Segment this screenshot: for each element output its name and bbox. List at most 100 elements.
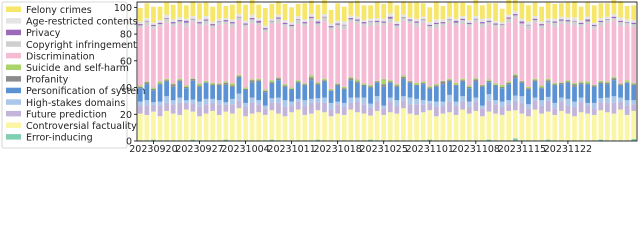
bar-segment [460, 2, 466, 17]
bar-segment [558, 101, 564, 111]
bar-segment [598, 80, 604, 83]
bar-segment [532, 109, 538, 141]
bar-segment [170, 86, 176, 101]
bar-segment [361, 83, 367, 85]
bar-segment [276, 22, 281, 78]
bar-segment [210, 6, 216, 22]
bar-segment [427, 22, 433, 25]
bar-segment [486, 18, 492, 21]
bar-segment [302, 83, 308, 85]
bar-segment [427, 88, 433, 101]
bar-segment [433, 106, 439, 117]
bar-segment [591, 102, 597, 109]
bar-segment [565, 113, 571, 141]
bar-segment [262, 90, 268, 93]
bar-segment [236, 77, 242, 94]
bar-segment [631, 104, 637, 111]
bar-segment [289, 89, 294, 102]
bar-segment [368, 107, 373, 116]
bar-segment [387, 112, 393, 141]
bar-segment [183, 85, 189, 87]
bar-segment [308, 14, 314, 17]
bar-segment [223, 6, 229, 19]
bar-segment [420, 81, 426, 83]
bar-segment [183, 88, 189, 101]
bar-segment [335, 20, 341, 24]
bar-segment [269, 80, 275, 83]
bar-segment [177, 114, 183, 141]
bar-segment [177, 1, 183, 18]
x-tick-label: 20231025 [360, 144, 408, 152]
bar-segment [282, 84, 288, 86]
bar-segment [355, 112, 360, 141]
bar-segment [190, 1, 196, 17]
bar-segment [631, 82, 637, 85]
bar-segment [565, 2, 571, 18]
bar-segment [618, 83, 623, 85]
bar-segment [598, 82, 604, 84]
bar-segment [230, 85, 235, 87]
bar-segment [605, 102, 610, 113]
bar-segment [262, 25, 268, 29]
bar-segment [447, 94, 452, 102]
bar-segment [355, 16, 360, 20]
bar-segment [341, 24, 347, 26]
bar-segment [144, 105, 150, 115]
bar-segment [466, 5, 472, 21]
bar-segment [631, 22, 637, 25]
bar-segment [216, 104, 222, 115]
bar-segment [137, 8, 143, 22]
bar-segment [282, 4, 288, 21]
bar-segment [243, 24, 248, 28]
bar-segment [433, 86, 439, 102]
bar-segment [374, 24, 380, 81]
bar-segment [545, 18, 551, 21]
legend-swatch [6, 52, 21, 59]
bar-segment [440, 23, 446, 27]
bar-segment [210, 21, 216, 25]
bar-segment [183, 18, 189, 21]
legend-swatch [6, 122, 21, 128]
bar-segment [453, 82, 459, 85]
bar-segment [262, 114, 268, 141]
bar-segment [368, 115, 373, 140]
bar-segment [328, 88, 334, 91]
bar-segment [526, 5, 531, 22]
bar-segment [565, 98, 571, 106]
bar-segment [374, 2, 380, 19]
bar-segment [526, 108, 531, 117]
bar-segment [499, 114, 505, 141]
bar-segment [565, 80, 571, 82]
bar-segment [611, 78, 617, 81]
bar-segment [249, 102, 255, 114]
bar-segment [183, 109, 189, 141]
x-tick-label: 20231011 [267, 144, 315, 152]
bar-segment [137, 28, 143, 86]
bar-segment [322, 0, 327, 15]
bar-segment [374, 110, 380, 141]
bar-segment [308, 80, 314, 99]
bar-segment [197, 116, 202, 141]
bar-segment [223, 24, 229, 82]
bar-segment [401, 17, 406, 19]
bar-segment [223, 102, 229, 105]
bar-segment [197, 85, 202, 87]
bar-segment [302, 19, 308, 23]
bar-segment [545, 20, 551, 22]
bar-segment [374, 22, 380, 25]
bar-segment [328, 23, 334, 27]
bar-segment [572, 116, 577, 141]
bar-segment [282, 116, 288, 141]
bar-segment [151, 22, 156, 25]
bar-segment [493, 104, 498, 114]
bar-segment [539, 6, 544, 22]
bar-segment [151, 111, 156, 140]
bar-segment [460, 81, 466, 97]
bar-segment [466, 88, 472, 102]
bar-segment [243, 4, 248, 21]
bar-segment [262, 89, 268, 91]
bar-segment [433, 19, 439, 23]
bar-segment [512, 138, 518, 141]
bar-segment [157, 20, 163, 23]
